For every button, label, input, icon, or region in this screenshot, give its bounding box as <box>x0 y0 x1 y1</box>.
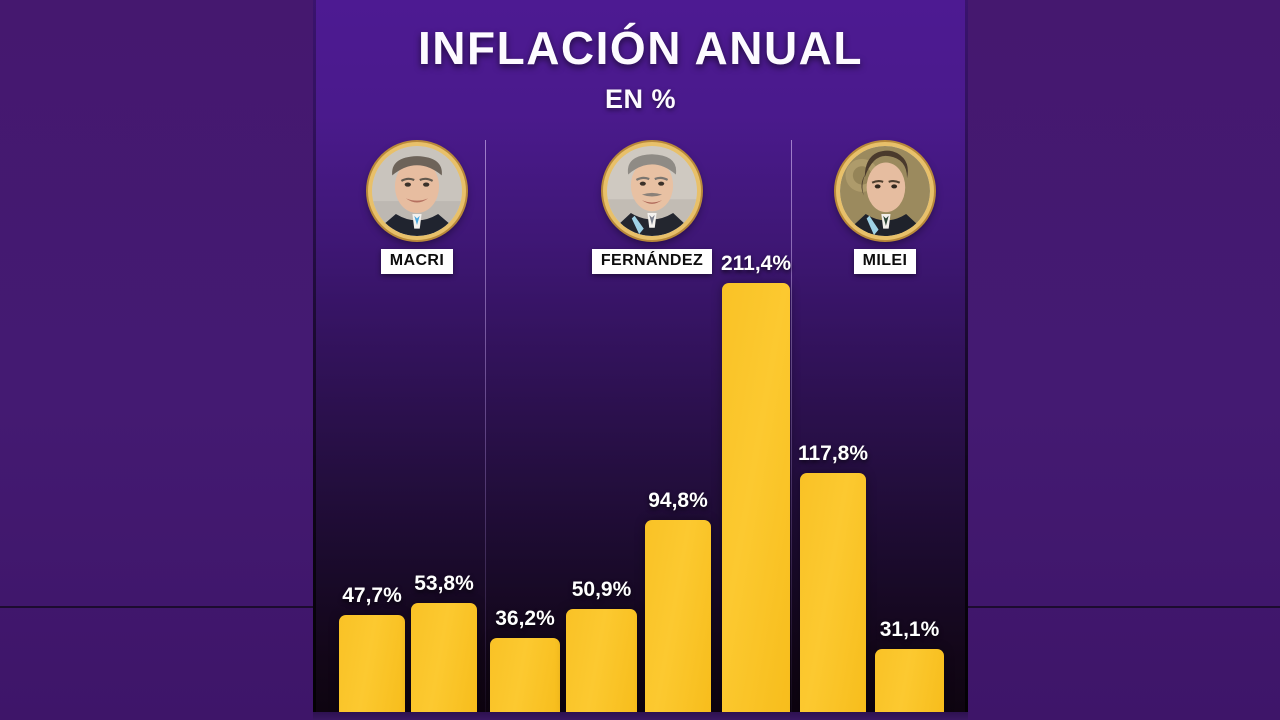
bar-fernandez-3[interactable]: 94,8% <box>645 489 711 712</box>
left-background-panel <box>0 0 313 720</box>
chart-floor-band <box>313 712 968 720</box>
fernandez-portrait-illustration <box>607 146 697 236</box>
bar-macri-1[interactable]: 47,7% <box>339 584 405 712</box>
right-background-panel <box>968 0 1280 720</box>
bar-value-label: 117,8% <box>797 442 869 465</box>
bar-value-label: 50,9% <box>571 578 632 601</box>
president-block-fernandez: FERNÁNDEZ <box>590 142 714 274</box>
president-block-milei: MILEI <box>823 142 947 274</box>
bar-value-label: 31,1% <box>879 618 940 641</box>
milei-portrait-photo <box>836 142 934 240</box>
page-subtitle: EN % <box>604 84 677 114</box>
bar-value-label: 94,8% <box>648 489 708 512</box>
bar-milei-1[interactable]: 117,8% <box>798 442 868 712</box>
left-panel-divider-line <box>0 606 313 608</box>
section-divider-fernandez-milei <box>791 140 792 712</box>
bar-fernandez-4[interactable]: 211,4% <box>721 252 791 712</box>
president-name-milei: MILEI <box>853 249 917 274</box>
bar-fernandez-1[interactable]: 36,2% <box>490 607 560 712</box>
fernandez-portrait-photo <box>603 142 701 240</box>
section-divider-macri-fernandez <box>485 140 486 712</box>
macri-portrait-photo <box>368 142 466 240</box>
bar-plot-area: 47,7% 53,8% 36,2% 50,9% 94,8% 211,4% 117… <box>313 0 968 720</box>
bar-value-label: 36,2% <box>495 607 555 630</box>
president-name-macri: MACRI <box>380 249 454 274</box>
panel-left-edge-shadow <box>313 0 316 720</box>
bar-value-label: 47,7% <box>342 584 402 607</box>
bar-macri-2[interactable]: 53,8% <box>411 572 477 712</box>
bar-value-label: 211,4% <box>720 252 792 275</box>
macri-portrait-illustration <box>372 146 462 236</box>
panel-right-edge-shadow <box>965 0 968 720</box>
page-title: INFLACIÓN ANUAL <box>418 22 863 74</box>
bar-fernandez-2[interactable]: 50,9% <box>566 578 637 712</box>
bar-value-label: 53,8% <box>414 572 474 595</box>
milei-portrait-illustration <box>840 146 930 236</box>
president-block-macri: MACRI <box>355 142 479 274</box>
president-name-fernandez: FERNÁNDEZ <box>591 249 713 274</box>
chart-panel: INFLACIÓN ANUAL EN % <box>313 0 968 720</box>
right-panel-divider-line <box>968 606 1280 608</box>
bar-milei-2[interactable]: 31,1% <box>875 618 944 712</box>
